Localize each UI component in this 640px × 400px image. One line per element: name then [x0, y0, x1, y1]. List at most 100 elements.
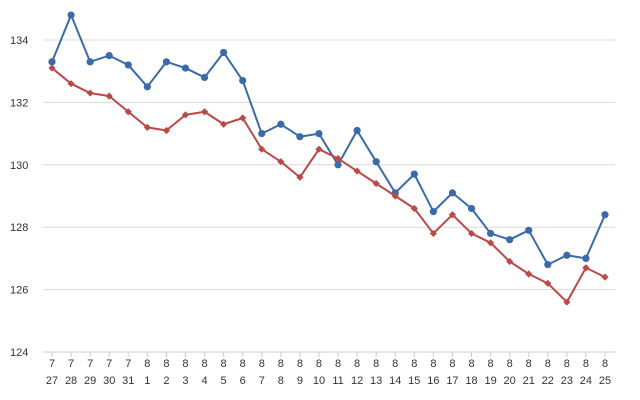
- y-tick-label: 128: [10, 222, 28, 234]
- y-axis: 124 126 128 130 132 134: [10, 35, 28, 359]
- x-tick-day: 3: [182, 375, 188, 387]
- series-2-point: [334, 154, 342, 163]
- series-1-point: [315, 130, 323, 138]
- x-tick-day: 9: [297, 375, 303, 387]
- x-tick-day: 11: [332, 375, 343, 387]
- x-tick-month: 8: [144, 358, 150, 370]
- x-tick-day: 29: [84, 375, 96, 387]
- x-tick-month: 7: [125, 358, 131, 370]
- series-1-point: [601, 211, 609, 219]
- series-1-point: [506, 236, 514, 244]
- series-1-point: [334, 161, 342, 169]
- series-2-point: [448, 211, 457, 219]
- series-1-point: [239, 76, 247, 85]
- series-2-point: [391, 192, 399, 200]
- series-1: [48, 11, 609, 269]
- series-2-point: [296, 173, 304, 181]
- series-2-point: [353, 167, 361, 175]
- x-tick-month: 8: [430, 358, 436, 370]
- series-group: [48, 11, 609, 306]
- y-tick-label: 134: [10, 35, 28, 47]
- series-2-point: [563, 298, 571, 306]
- x-tick-month: 8: [163, 358, 169, 370]
- x-tick-month: 8: [411, 358, 417, 370]
- x-tick-day: 30: [103, 375, 115, 387]
- x-tick-month: 8: [373, 358, 379, 370]
- y-tick-label: 126: [10, 285, 28, 297]
- x-tick-month: 8: [602, 358, 608, 370]
- x-tick-month: 8: [259, 358, 265, 370]
- x-tick-day: 6: [240, 375, 246, 387]
- series-2-point: [467, 229, 476, 238]
- x-tick-month: 8: [221, 358, 227, 370]
- x-tick-month: 8: [564, 358, 570, 370]
- series-2-point: [48, 64, 56, 72]
- series-1-point: [258, 130, 266, 138]
- x-tick-day: 31: [122, 375, 134, 387]
- series-2-point: [277, 158, 285, 166]
- x-tick-day: 28: [65, 375, 77, 387]
- series-2-point: [315, 145, 323, 153]
- y-tick-label: 130: [10, 160, 28, 172]
- series-1-point: [105, 52, 113, 60]
- y-tick-label: 132: [10, 97, 28, 109]
- x-tick-month: 8: [507, 358, 513, 370]
- x-tick-day: 10: [313, 375, 325, 387]
- series-1-point: [563, 251, 571, 259]
- x-tick-month: 8: [278, 358, 284, 370]
- series-1-point: [372, 158, 380, 166]
- x-tick-month: 8: [488, 358, 494, 370]
- x-tick-month: 8: [201, 358, 207, 370]
- x-tick-day: 18: [465, 375, 477, 387]
- series-1-point: [448, 189, 457, 197]
- series-2-point: [105, 92, 113, 100]
- x-tick-day: 22: [542, 375, 554, 387]
- series-1-point: [86, 58, 94, 66]
- x-tick-day: 20: [504, 375, 516, 387]
- series-2-point: [372, 179, 380, 188]
- series-2-point: [162, 126, 171, 135]
- series-2: [48, 64, 609, 306]
- x-tick-day: 17: [446, 375, 458, 387]
- series-1-point: [296, 133, 304, 141]
- series-1-point: [67, 11, 75, 19]
- x-tick-month: 8: [583, 358, 589, 370]
- series-2-point: [239, 114, 247, 122]
- series-2-line: [51, 67, 606, 304]
- series-2-point: [220, 120, 228, 128]
- series-1-point: [143, 83, 151, 91]
- series-2-point: [601, 273, 609, 281]
- x-tick-day: 7: [259, 375, 265, 387]
- x-tick-month: 8: [182, 358, 188, 370]
- series-2-point: [124, 108, 132, 116]
- x-tick-month: 8: [526, 358, 532, 370]
- series-1-point: [181, 64, 190, 72]
- x-tick-month: 7: [49, 358, 55, 370]
- x-tick-day: 4: [201, 375, 207, 387]
- x-tick-day: 12: [351, 375, 363, 387]
- x-tick-day: 19: [484, 375, 496, 387]
- x-tick-month: 7: [68, 358, 74, 370]
- x-tick-day: 24: [580, 375, 592, 387]
- series-2-point: [506, 257, 514, 266]
- series-1-point: [220, 48, 228, 57]
- series-2-point: [200, 108, 209, 116]
- series-2-point: [486, 239, 495, 247]
- x-tick-day: 1: [144, 375, 150, 387]
- series-1-point: [525, 226, 533, 234]
- series-1-point: [582, 254, 590, 262]
- series-1-point: [277, 120, 285, 128]
- x-tick-day: 5: [221, 375, 227, 387]
- series-1-point: [429, 208, 437, 216]
- series-1-point: [200, 73, 209, 82]
- series-1-point: [48, 58, 56, 66]
- x-tick-month: 8: [449, 358, 455, 370]
- x-tick-day: 13: [370, 375, 382, 387]
- x-tick-day: 25: [599, 375, 611, 387]
- grid: [43, 39, 615, 353]
- x-tick-month: 8: [335, 358, 341, 370]
- series-2-point: [258, 145, 266, 153]
- series-2-point: [582, 264, 590, 272]
- series-2-point: [429, 229, 437, 238]
